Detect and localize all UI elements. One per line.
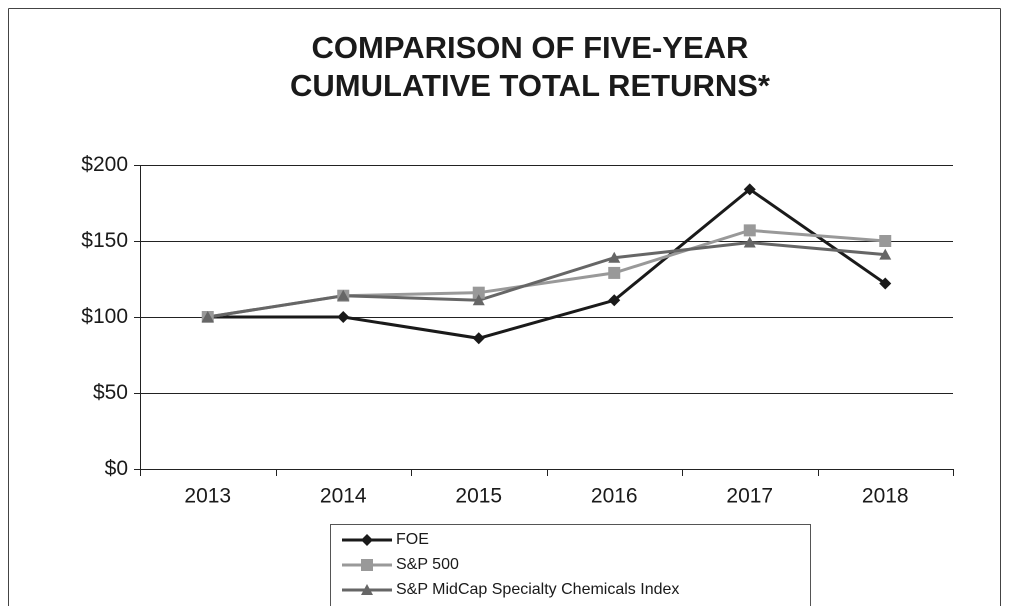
x-tick-label: 2013 <box>184 485 231 508</box>
marker <box>472 286 485 299</box>
legend-marker <box>361 584 373 595</box>
y-tick-label: $0 <box>105 457 128 480</box>
x-tick-label: 2014 <box>320 485 367 508</box>
chart-title: CUMULATIVE TOTAL RETURNS* <box>290 68 771 103</box>
marker <box>608 251 621 263</box>
x-tick-label: 2015 <box>455 485 502 508</box>
series-line <box>207 228 886 319</box>
y-tick-label: $50 <box>93 381 128 404</box>
y-tick-label: $200 <box>81 153 128 176</box>
legend-marker <box>361 534 373 546</box>
y-tick-label: $100 <box>81 305 128 328</box>
marker <box>879 248 892 260</box>
marker <box>472 332 485 345</box>
legend-box <box>330 524 811 606</box>
chart-title: COMPARISON OF FIVE-YEAR <box>312 30 749 65</box>
marker <box>743 183 756 196</box>
marker <box>472 294 485 306</box>
marker <box>608 294 621 307</box>
y-tick-label: $150 <box>81 229 128 252</box>
x-tick-label: 2016 <box>591 485 638 508</box>
series-line <box>207 187 887 340</box>
marker <box>743 224 756 237</box>
x-tick-label: 2018 <box>862 485 909 508</box>
marker <box>743 236 756 248</box>
marker <box>337 289 350 301</box>
legend-label: S&P 500 <box>396 556 459 573</box>
marker <box>201 311 214 322</box>
legend-marker <box>361 559 373 571</box>
marker <box>337 311 350 323</box>
marker <box>608 266 621 279</box>
x-tick-label: 2017 <box>726 485 773 508</box>
legend-label: S&P MidCap Specialty Chemicals Index <box>396 581 679 598</box>
legend-label: FOE <box>396 531 429 548</box>
marker <box>879 235 892 247</box>
series-line <box>207 241 886 319</box>
marker <box>879 277 892 290</box>
